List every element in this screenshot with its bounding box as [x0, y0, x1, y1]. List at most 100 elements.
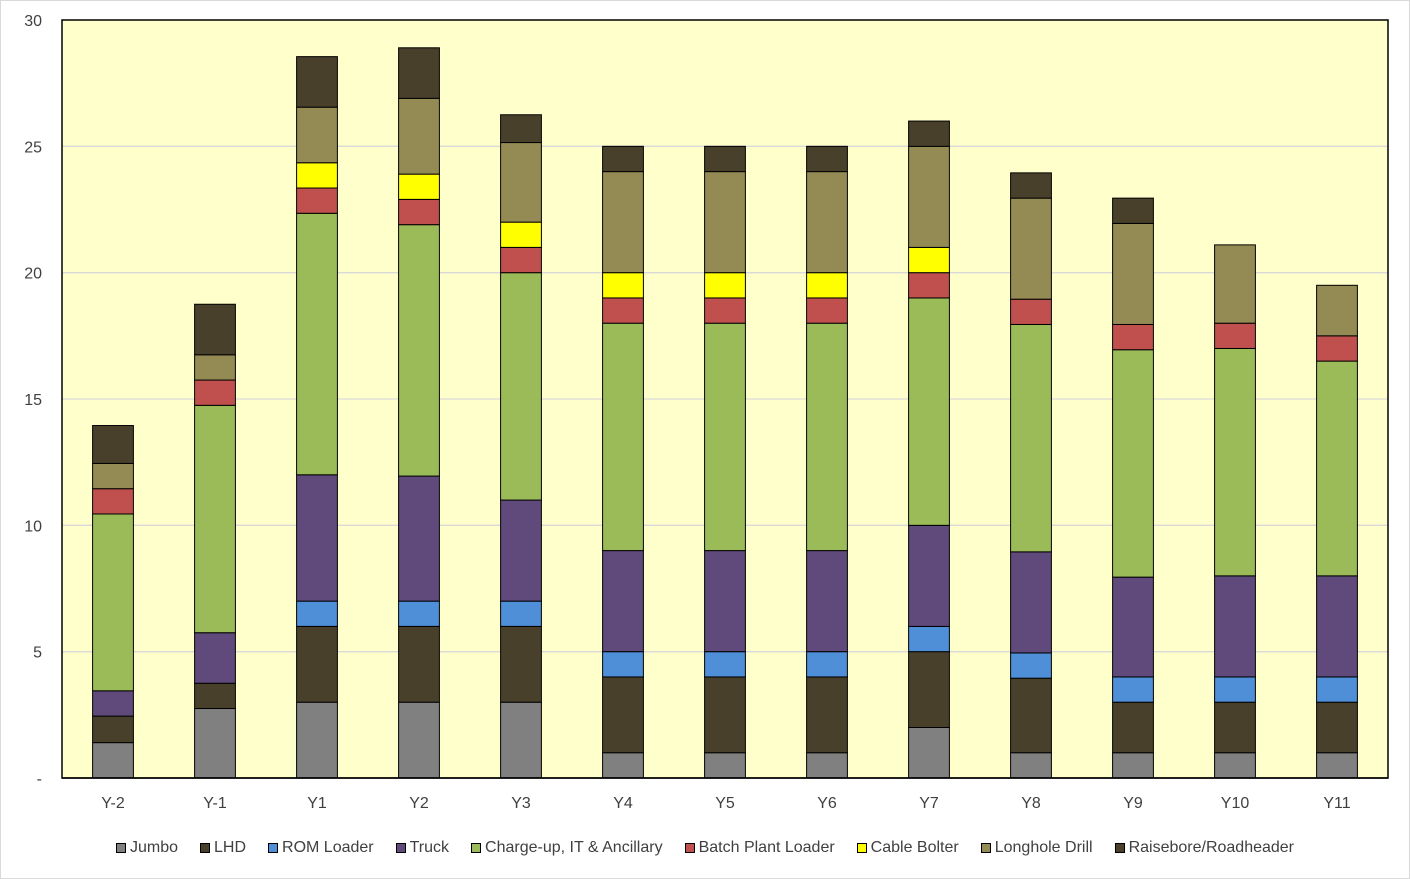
bar-Y9-rom-loader	[1112, 676, 1154, 703]
bar-Y8-jumbo	[1010, 752, 1052, 779]
bar-Y8-raisebore-roadheader	[1010, 172, 1052, 199]
bar-Y-2-longhole-drill	[92, 462, 134, 490]
legend-label: Cable Bolter	[870, 839, 959, 856]
bar-Y2-lhd	[398, 625, 440, 703]
legend-swatch	[115, 843, 126, 853]
bar-Y5-cable-bolter	[704, 272, 746, 299]
bar-Y1-truck	[296, 474, 338, 602]
x-tick-label: Y8	[1021, 795, 1041, 812]
bar-Y8-truck	[1010, 551, 1052, 654]
bar-Y8-rom-loader	[1010, 652, 1052, 679]
bar-Y5-rom-loader	[704, 651, 746, 678]
bar-Y-1-charge-up-it-ancillary	[194, 404, 236, 634]
bar-Y7-raisebore-roadheader	[908, 120, 950, 147]
bar-Y9-jumbo	[1112, 752, 1154, 779]
bar-Y1-charge-up-it-ancillary	[296, 212, 338, 476]
y-tick-label: 5	[33, 645, 42, 662]
bar-Y6-rom-loader	[806, 651, 848, 678]
bar-Y3-rom-loader	[500, 600, 542, 627]
bar-Y9-truck	[1112, 576, 1154, 678]
x-tick-label: Y3	[511, 795, 531, 812]
bar-Y7-longhole-drill	[908, 145, 950, 248]
bar-Y-2-lhd	[92, 715, 134, 744]
bar-Y11-charge-up-it-ancillary	[1316, 360, 1358, 577]
y-tick-label: 15	[24, 392, 42, 409]
bar-Y6-batch-plant-loader	[806, 297, 848, 324]
legend-item-batch-plant-loader: Batch Plant Loader	[684, 839, 835, 857]
bar-Y1-cable-bolter	[296, 162, 338, 189]
bar-Y-1-jumbo	[194, 708, 236, 779]
legend-item-jumbo: Jumbo	[115, 839, 178, 857]
bar-Y3-jumbo	[500, 701, 542, 779]
legend-swatch	[684, 843, 695, 853]
bar-Y2-cable-bolter	[398, 173, 440, 200]
bar-Y10-truck	[1214, 575, 1256, 678]
bar-Y6-truck	[806, 550, 848, 653]
legend-item-cable-bolter: Cable Bolter	[856, 839, 959, 857]
bar-Y7-lhd	[908, 651, 950, 728]
bar-Y9-lhd	[1112, 701, 1154, 754]
bar-Y4-cable-bolter	[602, 272, 644, 299]
bar-Y6-raisebore-roadheader	[806, 145, 848, 173]
bar-Y-2-truck	[92, 690, 134, 717]
legend-label: ROM Loader	[282, 839, 374, 856]
bar-series	[92, 47, 1358, 779]
bar-Y3-truck	[500, 499, 542, 602]
bar-Y6-longhole-drill	[806, 171, 848, 274]
bar-Y4-rom-loader	[602, 651, 644, 678]
bar-Y8-batch-plant-loader	[1010, 298, 1052, 325]
bar-Y1-raisebore-roadheader	[296, 56, 338, 108]
legend-item-longhole-drill: Longhole Drill	[980, 839, 1093, 857]
x-tick-label: Y-2	[101, 795, 125, 812]
bar-Y-2-batch-plant-loader	[92, 488, 134, 515]
bar-Y7-rom-loader	[908, 625, 950, 653]
bar-Y2-charge-up-it-ancillary	[398, 224, 440, 477]
bar-Y2-jumbo	[398, 701, 440, 779]
x-tick-label: Y1	[307, 795, 327, 812]
bar-Y11-lhd	[1316, 701, 1358, 754]
legend-item-charge-up-it-ancillary: Charge-up, IT & Ancillary	[471, 839, 663, 857]
x-tick-label: Y-1	[203, 795, 227, 812]
bar-Y4-jumbo	[602, 752, 644, 779]
bar-Y9-longhole-drill	[1112, 222, 1154, 325]
y-tick-label: -	[37, 771, 42, 788]
x-tick-label: Y7	[919, 795, 939, 812]
legend-item-rom-loader: ROM Loader	[268, 839, 374, 857]
bar-Y1-lhd	[296, 625, 338, 703]
bar-Y3-lhd	[500, 625, 542, 703]
bar-Y4-raisebore-roadheader	[602, 145, 644, 173]
bar-Y10-lhd	[1214, 701, 1256, 754]
legend-label: Charge-up, IT & Ancillary	[485, 839, 663, 856]
bar-Y-2-jumbo	[92, 742, 134, 779]
bar-Y6-jumbo	[806, 752, 848, 779]
bar-Y-2-raisebore-roadheader	[92, 425, 134, 464]
bar-Y1-rom-loader	[296, 600, 338, 627]
plot-border	[61, 19, 1389, 779]
bar-Y-1-longhole-drill	[194, 354, 236, 381]
bar-Y11-truck	[1316, 575, 1358, 678]
bar-Y4-lhd	[602, 676, 644, 754]
legend-item-lhd: LHD	[200, 839, 246, 857]
x-tick-label: Y5	[715, 795, 735, 812]
bar-Y-1-raisebore-roadheader	[194, 303, 236, 356]
bar-Y11-longhole-drill	[1316, 284, 1358, 337]
x-tick-label: Y2	[409, 795, 429, 812]
bar-Y4-batch-plant-loader	[602, 297, 644, 324]
bar-Y6-charge-up-it-ancillary	[806, 322, 848, 552]
y-axis-tick-labels: - 5 10 15 20 25 30	[24, 13, 42, 788]
bar-Y4-longhole-drill	[602, 171, 644, 274]
bar-Y10-charge-up-it-ancillary	[1214, 347, 1256, 577]
bar-Y8-charge-up-it-ancillary	[1010, 323, 1052, 553]
legend-label: Longhole Drill	[994, 839, 1093, 856]
bar-Y5-charge-up-it-ancillary	[704, 322, 746, 552]
y-tick-label: 10	[24, 518, 42, 535]
legend-label: Raisebore/Roadheader	[1128, 839, 1295, 856]
bar-Y5-truck	[704, 550, 746, 653]
legend-swatch	[395, 843, 406, 853]
bar-Y4-charge-up-it-ancillary	[602, 322, 644, 552]
bar-Y-1-lhd	[194, 682, 236, 710]
bar-Y9-charge-up-it-ancillary	[1112, 349, 1154, 578]
bar-Y2-batch-plant-loader	[398, 198, 440, 226]
bar-Y11-batch-plant-loader	[1316, 335, 1358, 362]
